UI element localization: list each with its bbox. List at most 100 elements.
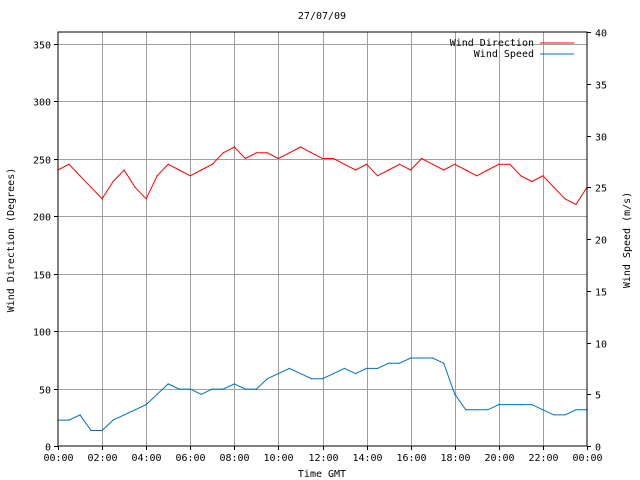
data-point-wind-speed [156, 393, 158, 395]
data-point-wind-speed [343, 367, 346, 369]
plot-frame [57, 31, 588, 447]
data-point-wind-speed [288, 367, 290, 369]
data-point-wind-speed [553, 414, 555, 416]
data-point-wind-direction [421, 157, 423, 160]
x-tick-label: 18:00 [440, 453, 470, 464]
data-point-wind-direction [388, 169, 390, 171]
data-point-wind-speed [520, 404, 522, 406]
data-point-wind-speed [332, 373, 335, 375]
data-point-wind-direction [399, 163, 401, 165]
data-point-wind-direction [211, 163, 213, 165]
data-point-wind-direction [167, 163, 169, 165]
data-point-wind-speed [564, 414, 566, 416]
data-point-wind-speed [487, 409, 489, 411]
data-point-wind-speed [399, 362, 401, 364]
y-left-tick-label: 0 [45, 443, 51, 454]
x-tick-label: 20:00 [484, 453, 514, 464]
data-point-wind-direction [564, 198, 566, 200]
data-point-wind-speed [112, 419, 114, 421]
data-point-wind-direction [476, 175, 478, 177]
data-point-wind-speed [377, 367, 379, 369]
data-point-wind-speed [388, 362, 390, 364]
x-tick-label: 04:00 [131, 453, 161, 464]
data-point-wind-speed [123, 414, 125, 416]
data-point-wind-speed [266, 378, 268, 380]
data-point-wind-direction [178, 169, 180, 171]
x-tick-label: 14:00 [352, 453, 382, 464]
data-point-wind-speed [189, 388, 191, 390]
data-point-wind-direction [575, 203, 577, 206]
legend-label-wind-speed: Wind Speed [474, 49, 534, 60]
data-point-wind-direction [123, 169, 125, 171]
data-point-wind-direction [321, 157, 324, 160]
data-point-wind-direction [299, 146, 302, 148]
data-point-wind-speed [233, 383, 235, 385]
data-point-wind-speed [211, 388, 213, 390]
y-right-tick-label: 35 [595, 81, 607, 92]
data-point-wind-speed [145, 404, 147, 406]
data-point-wind-speed [277, 373, 279, 375]
data-point-wind-direction [233, 146, 235, 148]
data-point-wind-speed [255, 388, 257, 390]
data-point-wind-speed [299, 373, 302, 375]
data-point-wind-direction [498, 163, 500, 165]
x-tick-label: 00:00 [43, 453, 73, 464]
data-point-wind-speed [310, 378, 313, 380]
data-point-wind-speed [542, 409, 544, 411]
data-point-wind-speed [410, 357, 412, 359]
series-line-wind-speed [58, 357, 587, 431]
x-tick-label: 12:00 [308, 453, 338, 464]
x-tick-label: 16:00 [396, 453, 426, 464]
y-left-tick-label: 300 [33, 98, 51, 109]
y-right-axis-label: Wind Speed (m/s) [622, 192, 633, 288]
data-point-wind-speed [465, 409, 467, 411]
data-point-wind-direction [189, 175, 191, 177]
data-point-wind-speed [79, 414, 81, 416]
x-tick-label: 10:00 [263, 453, 293, 464]
data-point-wind-speed [509, 404, 511, 406]
data-point-wind-direction [112, 180, 114, 183]
data-point-wind-direction [79, 175, 81, 177]
data-point-wind-speed [68, 419, 70, 421]
y-right-tick-label: 0 [595, 443, 601, 454]
data-point-wind-speed [244, 388, 246, 390]
data-point-wind-direction [410, 169, 412, 171]
y-right-tick-label: 25 [595, 184, 607, 195]
x-tick-label: 22:00 [528, 453, 558, 464]
data-point-wind-speed [178, 388, 180, 390]
data-point-wind-direction [332, 157, 335, 160]
data-point-wind-direction [255, 152, 257, 154]
data-point-wind-speed [432, 357, 434, 359]
data-point-wind-direction [432, 163, 434, 165]
data-point-wind-speed [90, 429, 92, 432]
legend-label-wind-direction: Wind Direction [450, 38, 534, 49]
chart-title: 27/07/09 [298, 11, 346, 22]
data-point-wind-speed [498, 404, 500, 406]
data-point-wind-direction [520, 175, 522, 177]
y-right-tick-label: 5 [595, 391, 601, 402]
data-point-wind-direction [222, 152, 224, 154]
x-tick-label: 02:00 [87, 453, 117, 464]
y-right-tick-label: 10 [595, 340, 607, 351]
data-point-wind-direction [134, 186, 136, 188]
data-point-wind-direction [145, 198, 147, 200]
y-right-tick-label: 40 [595, 29, 607, 40]
y-right-tick-label: 30 [595, 133, 607, 144]
data-point-wind-speed [531, 404, 533, 406]
x-tick-label: 08:00 [219, 453, 249, 464]
data-point-wind-direction [90, 186, 92, 188]
data-point-wind-direction [487, 169, 489, 171]
data-point-wind-speed [101, 429, 103, 432]
data-point-wind-speed [321, 378, 324, 380]
data-point-wind-direction [366, 163, 368, 165]
data-point-wind-speed [575, 409, 577, 411]
grid-lines [58, 32, 587, 446]
x-tick-label: 00:00 [572, 453, 602, 464]
data-point-wind-direction [288, 152, 290, 154]
data-point-wind-direction [101, 198, 103, 200]
data-point-wind-direction [542, 175, 544, 177]
data-point-wind-direction [355, 169, 357, 171]
data-point-wind-speed [476, 409, 478, 411]
data-point-wind-direction [454, 163, 456, 165]
